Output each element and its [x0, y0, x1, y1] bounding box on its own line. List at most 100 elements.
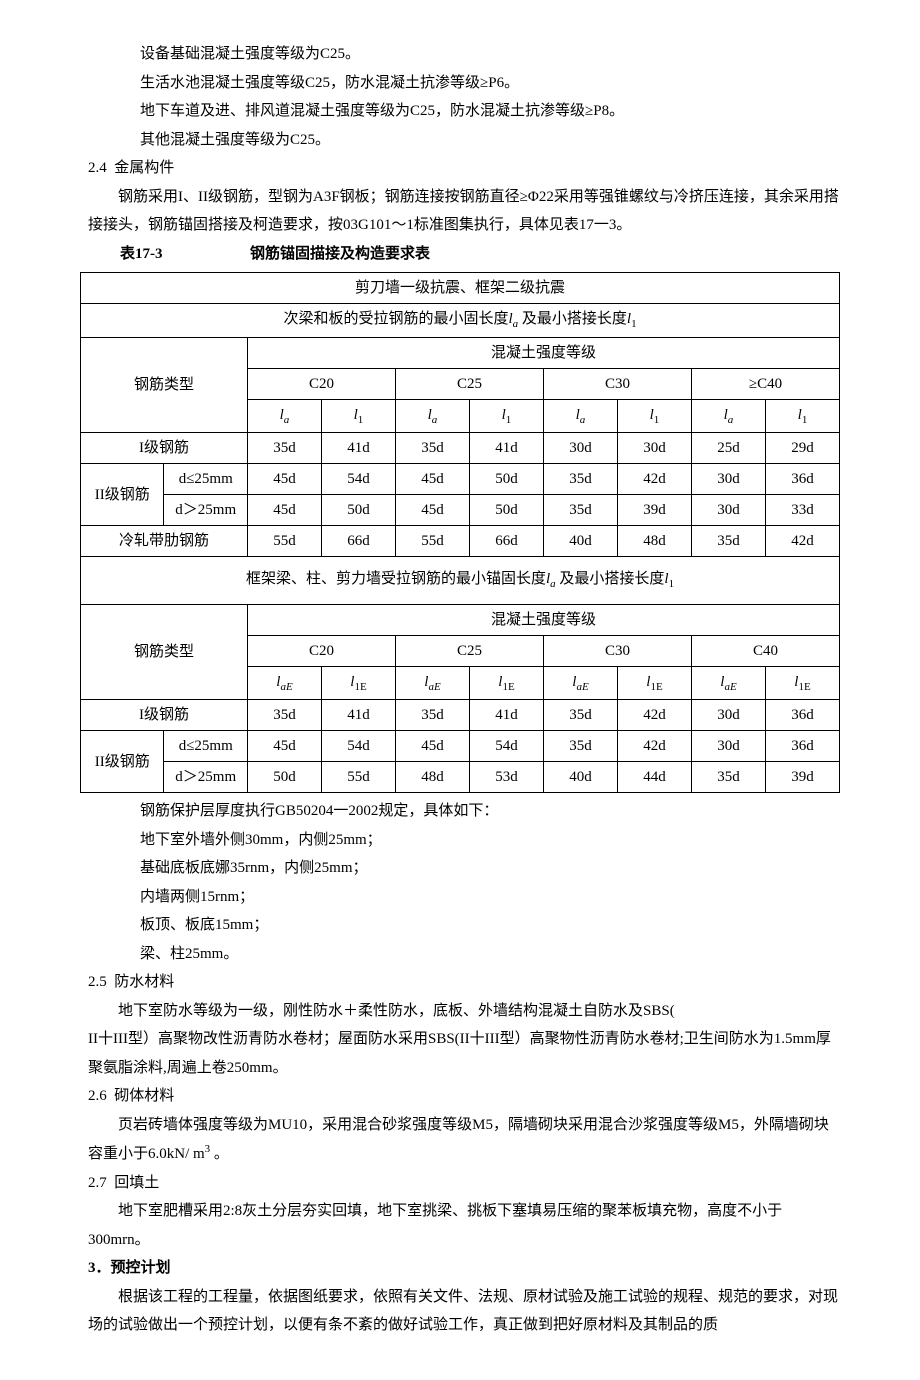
data-cell: 30d [691, 464, 765, 495]
after-table-line: 梁、柱25mm。 [80, 940, 840, 969]
subhead-cell: l1E [617, 666, 691, 700]
section-number: 2.6 [88, 1088, 107, 1104]
subhead-cell: l1 [469, 399, 543, 433]
data-cell: 45d [395, 495, 469, 526]
table-subheader-row: 次梁和板的受拉钢筋的最小固长度la 及最小搭接长度l1 [81, 304, 840, 338]
subhead-cell: laE [247, 666, 321, 700]
text: 及最小搭接长度 [556, 571, 665, 587]
row-cond: d≤25mm [164, 731, 247, 762]
data-cell: 30d [691, 495, 765, 526]
table-row: II级钢筋 d≤25mm 45d 54d 45d 50d 35d 42d 30d… [81, 464, 840, 495]
row-group-label: II级钢筋 [81, 464, 164, 526]
data-cell: 35d [691, 762, 765, 793]
data-cell: 41d [469, 433, 543, 464]
subhead-cell: la [543, 399, 617, 433]
data-cell: 50d [321, 495, 395, 526]
row-cond: d＞25mm [164, 495, 247, 526]
section-2-5-p1: 地下室防水等级为一级，刚性防水＋柔性防水，底板、外墙结构混凝土自防水及SBS( [80, 997, 840, 1026]
row-label: 冷轧带肋钢筋 [81, 526, 248, 557]
subhead-cell: la [691, 399, 765, 433]
data-cell: 50d [469, 464, 543, 495]
data-cell: 55d [395, 526, 469, 557]
data-cell: 45d [247, 464, 321, 495]
after-table-line: 地下室外墙外侧30mm，内侧25mm； [80, 826, 840, 855]
data-cell: 35d [395, 700, 469, 731]
data-cell: 36d [765, 731, 839, 762]
data-cell: 42d [617, 700, 691, 731]
subhead-cell: laE [691, 666, 765, 700]
section-2-6-para: 页岩砖墙体强度等级为MU10，采用混合砂浆强度等级M5，隔墙砌块采用混合沙浆强度… [80, 1111, 840, 1169]
data-cell: 36d [765, 700, 839, 731]
subhead-cell: l1 [617, 399, 691, 433]
subhead-cell: la [395, 399, 469, 433]
data-cell: 36d [765, 464, 839, 495]
data-cell: 35d [247, 433, 321, 464]
section-number: 2.5 [88, 974, 107, 990]
subhead-cell: l1E [469, 666, 543, 700]
data-cell: 55d [321, 762, 395, 793]
section-2-7: 2.7 回填土 [80, 1169, 840, 1198]
section-title: 回填土 [114, 1175, 159, 1191]
section-title: 防水材料 [114, 974, 174, 990]
grade-cell: ≥C40 [691, 368, 839, 399]
table-row: d＞25mm 50d 55d 48d 53d 40d 44d 35d 39d [81, 762, 840, 793]
text: 次梁和板的受拉钢筋的最小固长度 [283, 311, 508, 327]
row-label: I级钢筋 [81, 700, 248, 731]
data-cell: 44d [617, 762, 691, 793]
data-cell: 42d [617, 464, 691, 495]
data-cell: 35d [543, 700, 617, 731]
data-cell: 45d [247, 495, 321, 526]
grade-cell: C30 [543, 635, 691, 666]
data-cell: 50d [247, 762, 321, 793]
data-cell: 48d [617, 526, 691, 557]
after-table-line: 内墙两侧15rnm； [80, 883, 840, 912]
data-cell: 66d [469, 526, 543, 557]
data-cell: 35d [395, 433, 469, 464]
row-cond: d＞25mm [164, 762, 247, 793]
after-table-line: 基础底板底娜35rnm，内侧25mm； [80, 854, 840, 883]
data-cell: 41d [321, 433, 395, 464]
grade-cell: C25 [395, 368, 543, 399]
intro-line: 地下车道及进、排风道混凝土强度等级为C25，防水混凝土抗渗等级≥P8。 [80, 97, 840, 126]
data-cell: 30d [691, 731, 765, 762]
data-cell: 45d [395, 464, 469, 495]
table-number: 表17-3 [120, 246, 163, 262]
section-2-5-p2: II十III型）高聚物改性沥青防水卷材；屋面防水采用SBS(II十III型）高聚… [80, 1025, 840, 1082]
data-cell: 30d [543, 433, 617, 464]
grade-cell: C20 [247, 368, 395, 399]
after-table-line: 板顶、板底15mm； [80, 911, 840, 940]
col-header-type: 钢筋类型 [81, 604, 248, 700]
data-cell: 35d [543, 495, 617, 526]
after-table-line: 钢筋保护层厚度执行GB50204一2002规定，具体如下： [80, 797, 840, 826]
section-3-heading: 3．预控计划 [80, 1254, 840, 1283]
table-title: 钢筋锚固描接及构造要求表 [250, 246, 430, 262]
data-cell: 40d [543, 526, 617, 557]
row-group-label: II级钢筋 [81, 731, 164, 793]
section-2-7-para: 地下室肥槽采用2:8灰土分层夯实回填，地下室挑梁、挑板下塞填易压缩的聚苯板填充物… [80, 1197, 840, 1254]
table-row: I级钢筋 35d 41d 35d 41d 35d 42d 30d 36d [81, 700, 840, 731]
col-header-grade: 混凝土强度等级 [247, 604, 839, 635]
section-title: 砌体材料 [114, 1088, 174, 1104]
data-cell: 35d [543, 731, 617, 762]
data-cell: 39d [765, 762, 839, 793]
intro-line: 生活水池混凝土强度等级C25，防水混凝土抗渗等级≥P6。 [80, 69, 840, 98]
section-2-6: 2.6 砌体材料 [80, 1082, 840, 1111]
table-row: d＞25mm 45d 50d 45d 50d 35d 39d 30d 33d [81, 495, 840, 526]
data-cell: 54d [469, 731, 543, 762]
data-cell: 35d [543, 464, 617, 495]
data-cell: 50d [469, 495, 543, 526]
intro-line: 设备基础混凝土强度等级为C25。 [80, 40, 840, 69]
data-cell: 35d [247, 700, 321, 731]
table-header-row: 剪刀墙一级抗震、框架二级抗震 [81, 273, 840, 304]
section-2-4-para: 钢筋采用I、II级钢筋，型钢为A3F钢板；钢筋连接按钢筋直径≥Φ22采用等强锥螺… [80, 183, 840, 240]
table-mid-header: 框架梁、柱、剪力墙受拉钢筋的最小锚固长度la 及最小搭接长度l1 [81, 557, 840, 605]
section-3-para: 根据该工程的工程量，依据图纸要求，依照有关文件、法规、原材试验及施工试验的规程、… [80, 1283, 840, 1340]
table-caption: 表17-3 钢筋锚固描接及构造要求表 [80, 240, 840, 269]
data-cell: 33d [765, 495, 839, 526]
data-cell: 54d [321, 464, 395, 495]
data-cell: 45d [247, 731, 321, 762]
data-cell: 30d [617, 433, 691, 464]
data-cell: 42d [617, 731, 691, 762]
subhead-cell: laE [395, 666, 469, 700]
data-cell: 54d [321, 731, 395, 762]
